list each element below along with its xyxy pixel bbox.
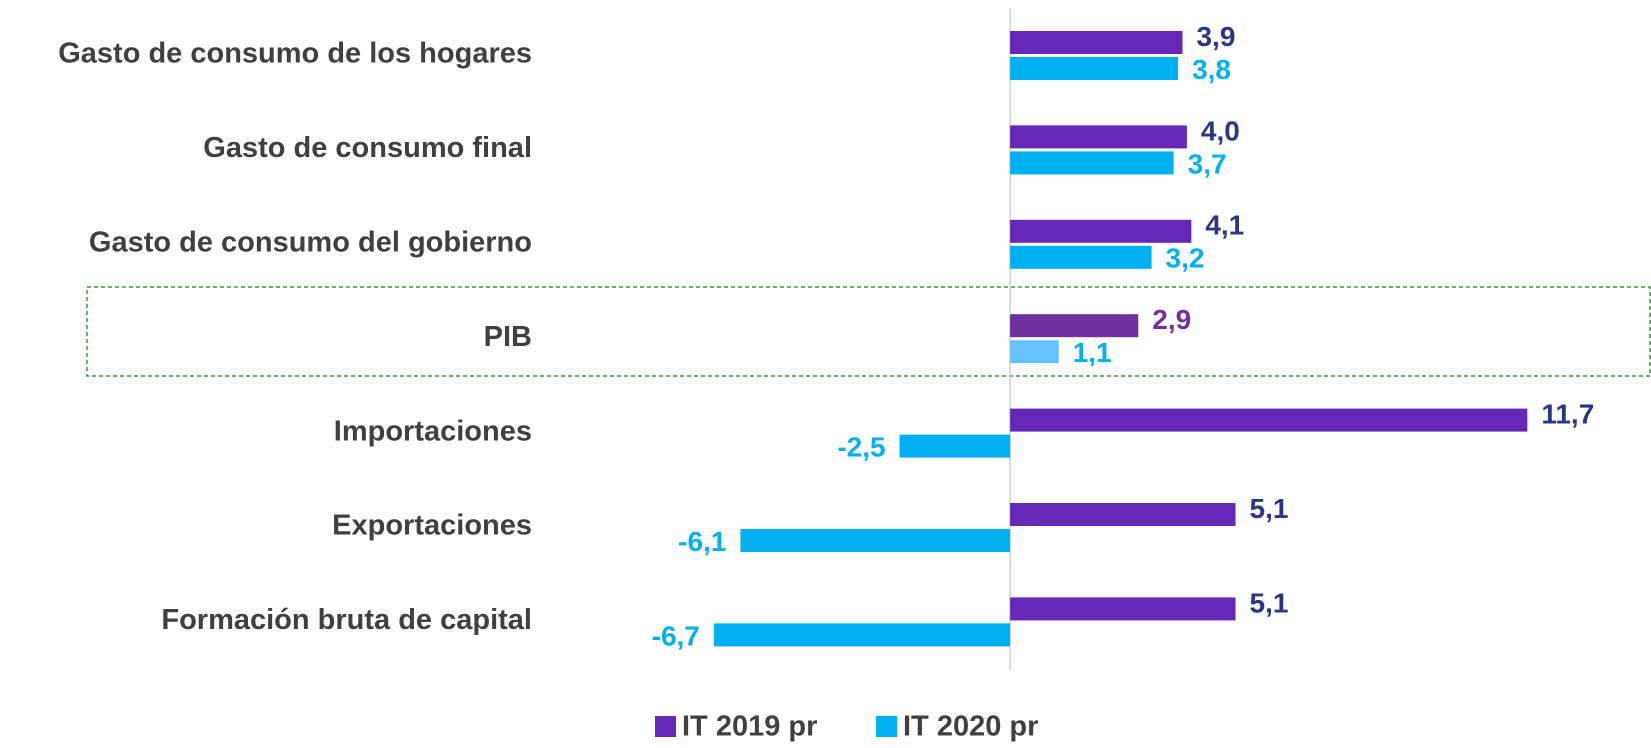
bar (740, 529, 1011, 552)
category-label: Gasto de consumo de los hogares (58, 38, 532, 70)
legend-label: IT 2020 pr (903, 711, 1038, 743)
value-label: 4,0 (1201, 115, 1240, 146)
value-label: 3,8 (1192, 54, 1231, 85)
category-label: Gasto de consumo del gobierno (89, 226, 532, 258)
bar (1010, 314, 1139, 338)
bar (1010, 125, 1187, 149)
value-label: 5,1 (1250, 493, 1289, 524)
value-label: 11,7 (1541, 398, 1594, 429)
bar (1010, 597, 1236, 621)
value-label: -6,7 (652, 620, 700, 651)
category-label: Exportaciones (332, 510, 532, 542)
value-label: 2,9 (1152, 304, 1191, 335)
bar (1010, 408, 1528, 432)
bar (899, 434, 1011, 458)
bar (1010, 219, 1192, 243)
category-label: Gasto de consumo final (203, 132, 532, 164)
category-label: PIB (484, 321, 532, 353)
bar (1010, 245, 1152, 269)
value-label: 3,9 (1196, 21, 1235, 52)
bar (1010, 340, 1059, 364)
value-label: -6,1 (678, 526, 726, 557)
value-label: 4,1 (1205, 210, 1244, 241)
bar (1010, 151, 1174, 175)
legend-swatch (655, 716, 676, 737)
legend-swatch (876, 716, 897, 737)
bar (1010, 503, 1236, 526)
value-label: 5,1 (1250, 587, 1289, 618)
value-label: 1,1 (1073, 337, 1112, 368)
category-label: Importaciones (334, 415, 532, 447)
bar (713, 623, 1011, 647)
value-label: 3,2 (1166, 243, 1205, 274)
highlight-box (86, 286, 1651, 377)
legend-label: IT 2019 pr (682, 711, 817, 743)
category-label: Formación bruta de capital (161, 604, 532, 636)
bar (1010, 31, 1183, 54)
bar (1010, 57, 1179, 80)
value-label: -2,5 (837, 431, 885, 462)
value-label: 3,7 (1188, 148, 1227, 179)
